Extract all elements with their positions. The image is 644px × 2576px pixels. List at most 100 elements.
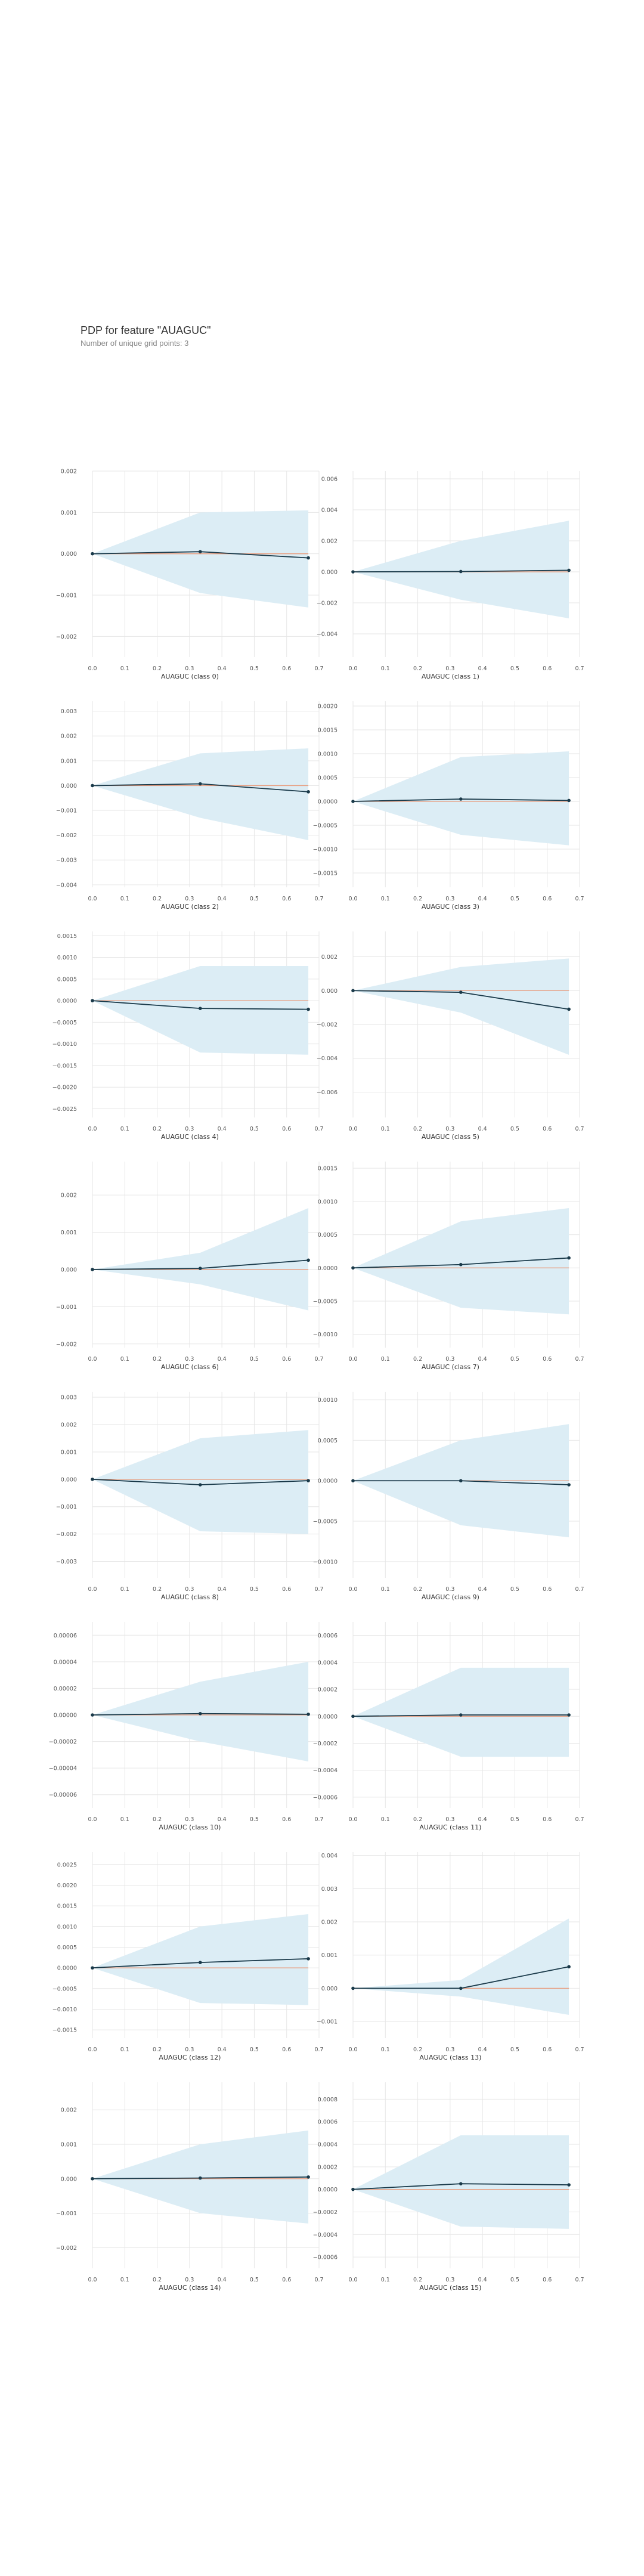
pdp-panel: 0.0 0.1 0.2 0.3 0.4 0.5 0.6 0.7 0.002 0.000 −0.002… [317,931,584,1141]
y-tick-label: −0.0006 [313,1794,338,1801]
x-tick-label: 0.2 [153,1586,162,1593]
y-tick-label: 0.003 [321,1886,338,1893]
x-tick-label: 0.6 [282,665,291,672]
y-tick-label: −0.0010 [52,2007,77,2013]
x-tick-label: 0.2 [413,665,422,672]
x-tick-label: 0.6 [543,2277,552,2283]
x-tick-label: 0.6 [543,1356,552,1363]
x-tick-label: 0.1 [381,1356,390,1363]
y-tick-label: 0.002 [61,1193,77,1199]
x-tick-label: 0.3 [185,1356,194,1363]
pdp-point [91,1478,94,1481]
pdp-point [198,782,202,786]
pdp-point [567,1483,571,1487]
x-tick-label: 0.2 [413,1586,422,1593]
x-tick-label: 0.7 [575,1586,584,1593]
x-tick-label: 0.3 [445,2046,454,2053]
y-tick-label: −0.004 [56,882,77,888]
x-tick-label: 0.7 [314,896,323,902]
x-tick-label: 0.2 [153,1126,162,1132]
x-tick-label: 0.4 [478,1586,487,1593]
pdp-point [198,1267,202,1270]
pdp-point [351,1479,355,1483]
pdp-point [567,568,571,572]
x-tick-label: 0.7 [575,896,584,902]
y-tick-label: −0.003 [56,1559,77,1565]
x-tick-label: 0.4 [478,2277,487,2283]
y-tick-label: 0.001 [61,1449,77,1456]
x-tick-label: 0.2 [413,2046,422,2053]
y-tick-label: 0.004 [321,1853,338,1859]
pdp-point [351,1986,355,1990]
confidence-band [353,958,569,1055]
y-tick-label: −0.00006 [49,1792,77,1798]
x-tick-label: 0.1 [381,2277,390,2283]
y-tick-label: −0.006 [317,1089,338,1096]
x-tick-label: 0.4 [478,1126,487,1132]
y-tick-label: 0.0008 [318,2097,338,2103]
y-tick-label: 0.0005 [318,775,338,782]
pdp-point [459,1262,463,1267]
x-tick-label: 0.3 [185,1126,194,1132]
x-tick-label: 0.7 [314,1126,323,1132]
y-tick-label: −0.002 [317,1022,338,1029]
x-tick-label: 0.7 [314,1356,323,1363]
x-tick-label: 0.3 [445,665,454,672]
y-tick-label: −0.001 [56,808,77,815]
x-tick-label: 0.3 [185,665,194,672]
y-tick-label: −0.0005 [313,823,338,829]
x-tick-label: 0.4 [218,1126,227,1132]
y-tick-label: 0.003 [61,708,77,715]
y-tick-label: 0.0000 [57,1965,77,1972]
x-tick-label: 0.2 [153,2277,162,2283]
x-tick-label: 0.0 [88,1816,97,1823]
chart-subtitle: Number of unique grid points: 3 [80,339,189,348]
x-tick-label: 0.0 [88,896,97,902]
y-tick-label: 0.004 [321,507,338,514]
x-tick-label: 0.3 [185,1816,194,1823]
pdp-point [351,2187,355,2191]
y-tick-label: 0.00002 [54,1686,77,1692]
x-tick-label: 0.0 [348,2277,357,2283]
x-tick-label: 0.6 [543,1586,552,1593]
chart-title: PDP for feature "AUAGUC" [80,324,211,336]
y-tick-label: −0.0015 [52,1063,77,1069]
pdp-point [198,1711,202,1716]
pdp-point [306,1258,310,1262]
y-tick-label: 0.0010 [57,1924,77,1930]
pdp-point [459,797,463,801]
x-tick-label: 0.6 [282,1816,291,1823]
confidence-band [353,521,569,618]
x-tick-label: 0.4 [478,665,487,672]
y-tick-label: 0.0005 [318,1232,338,1239]
pdp-panel: 0.0 0.1 0.2 0.3 0.4 0.5 0.6 0.7 0.0010 0.0005 0.00… [313,1392,584,1601]
y-tick-label: 0.0000 [318,1714,338,1720]
y-tick-label: 0.0004 [318,2142,338,2148]
x-tick-label: 0.6 [543,1126,552,1132]
pdp-point [567,1965,571,1969]
x-axis-label: AUAGUC (class 12) [159,2054,221,2061]
confidence-band [92,748,309,840]
y-tick-label: −0.002 [56,832,77,839]
x-tick-label: 0.3 [445,1816,454,1823]
y-tick-label: 0.002 [61,469,77,475]
y-tick-label: −0.002 [317,600,338,607]
x-axis-label: AUAGUC (class 8) [161,1593,219,1601]
y-tick-label: 0.0000 [318,799,338,806]
pdp-point [567,1007,571,1011]
x-axis-label: AUAGUC (class 7) [422,1363,479,1371]
y-tick-label: 0.000 [61,1267,77,1273]
x-axis-label: AUAGUC (class 6) [161,1363,219,1371]
y-tick-label: 0.000 [321,988,338,995]
y-tick-label: −0.0020 [52,1085,77,1091]
pdp-point [459,990,463,994]
y-tick-label: −0.00002 [49,1739,77,1745]
pdp-panel: 0.0 0.1 0.2 0.3 0.4 0.5 0.6 0.7 0.002 0.001 0.000 −… [56,469,324,681]
y-tick-label: −0.00004 [49,1766,77,1772]
x-axis-label: AUAGUC (class 9) [422,1593,479,1601]
y-tick-label: 0.0002 [318,2164,338,2171]
y-tick-label: −0.0010 [313,1332,338,1338]
y-tick-label: −0.0005 [313,1519,338,1525]
x-tick-label: 0.0 [88,665,97,672]
pdp-point [459,1479,463,1483]
